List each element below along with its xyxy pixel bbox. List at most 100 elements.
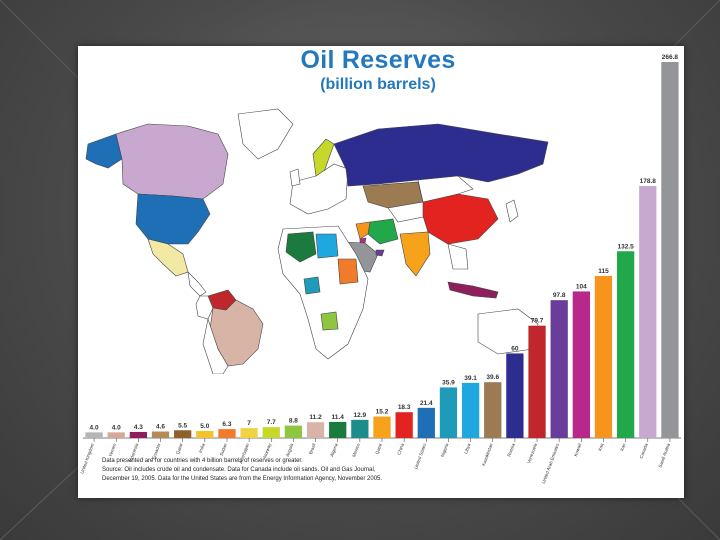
x-tick-label-21: United Arab Emirates xyxy=(541,442,560,484)
map-uk xyxy=(289,168,301,187)
chart-note-1: Data presented are for countries with 4 … xyxy=(102,458,303,464)
x-tick-label-22: Kuwait xyxy=(573,442,583,457)
bar-value-label-9: 8.8 xyxy=(289,418,298,425)
bar-value-label-6: 6.3 xyxy=(222,421,231,428)
bar-value-label-1: 4.0 xyxy=(112,424,121,431)
bar-value-label-2: 4.3 xyxy=(134,424,143,431)
bar-value-label-17: 39.1 xyxy=(464,375,477,382)
map-argentina xyxy=(202,317,229,374)
bar-value-label-22: 104 xyxy=(576,283,587,290)
x-tick-label-11: Algeria xyxy=(329,442,339,457)
bar-3 xyxy=(151,431,170,438)
x-tick-label-2: Indonesia xyxy=(128,442,140,463)
bar-12 xyxy=(351,419,369,438)
map-se-asia xyxy=(447,243,469,270)
x-tick-label-8: Norway xyxy=(262,442,272,459)
bar-23 xyxy=(594,275,613,438)
bar-value-label-0: 4.0 xyxy=(90,424,99,431)
map-norway xyxy=(312,138,335,177)
bar-20 xyxy=(528,325,546,438)
bar-26 xyxy=(661,62,679,438)
bar-value-label-10: 11.2 xyxy=(309,414,322,421)
map-japan xyxy=(505,199,519,223)
chart-subtitle: (billion barrels) xyxy=(320,76,436,93)
map-russia xyxy=(333,123,549,187)
map-algeria xyxy=(285,231,317,263)
bar-value-label-16: 35.9 xyxy=(442,379,455,386)
map-europe xyxy=(289,163,349,215)
x-tick-label-5: India xyxy=(198,442,206,453)
bar-14 xyxy=(395,412,413,438)
map-central-america xyxy=(187,271,207,297)
bar-value-label-18: 39.6 xyxy=(486,374,499,381)
x-tick-label-9: Angola xyxy=(285,442,295,457)
map-libya xyxy=(315,233,339,259)
bar-6 xyxy=(218,429,236,438)
x-tick-label-16: Nigeria xyxy=(440,442,450,458)
bar-value-label-13: 15.2 xyxy=(376,409,389,416)
map-iraq xyxy=(355,221,371,240)
x-tick-label-25: Canada xyxy=(639,442,649,459)
bar-19 xyxy=(506,353,524,438)
bar-15 xyxy=(417,407,435,438)
map-mexico xyxy=(147,238,189,277)
bar-16 xyxy=(439,387,458,438)
bar-value-label-26: 266.8 xyxy=(662,54,679,61)
bar-value-label-19: 60 xyxy=(511,345,519,352)
bar-24 xyxy=(616,251,635,438)
x-tick-label-10: Brazil xyxy=(308,443,317,455)
x-tick-label-3: Ecuador xyxy=(151,442,162,460)
map-mongolia xyxy=(417,175,474,203)
map-usa xyxy=(135,193,211,245)
bar-value-label-11: 11.4 xyxy=(332,414,345,421)
x-tick-label-20: Venezuela xyxy=(526,442,538,464)
bar-value-label-20: 79.7 xyxy=(531,318,544,325)
bar-25 xyxy=(639,186,657,438)
chart-note-2: Source: Oil includes crude oil and conde… xyxy=(102,467,376,473)
x-tick-label-15: United States xyxy=(413,442,427,470)
bar-value-label-24: 132.5 xyxy=(617,243,634,250)
bar-value-label-23: 115 xyxy=(598,268,609,275)
x-tick-label-6: Sudan xyxy=(219,442,228,456)
bar-11 xyxy=(329,421,347,438)
x-tick-label-4: Qatar xyxy=(175,442,184,455)
x-tick-label-1: Yemen xyxy=(108,442,118,457)
map-angola xyxy=(320,311,339,331)
map-china xyxy=(422,193,499,245)
world-map xyxy=(85,108,549,374)
x-tick-label-17: Libya xyxy=(463,442,472,454)
bar-0 xyxy=(85,432,103,438)
bar-18 xyxy=(484,382,502,438)
bar-value-label-8: 7.7 xyxy=(267,419,276,426)
bar-4 xyxy=(174,430,192,438)
bar-21 xyxy=(550,300,568,438)
x-tick-label-13: Qatar xyxy=(374,442,383,455)
bar-1 xyxy=(107,432,125,438)
bar-2 xyxy=(129,431,148,438)
bar-13 xyxy=(373,416,391,438)
x-tick-label-14: China xyxy=(396,442,405,455)
map-greenland xyxy=(237,108,294,160)
bar-value-label-15: 21.4 xyxy=(420,400,433,407)
chart-title: Oil Reserves xyxy=(300,46,456,74)
bar-value-label-25: 178.8 xyxy=(640,178,657,185)
map-nigeria xyxy=(303,276,321,295)
x-tick-label-0: United Kingdom xyxy=(79,442,95,474)
bar-value-label-14: 18.3 xyxy=(398,404,411,411)
bar-7 xyxy=(240,428,258,438)
x-tick-label-19: Russia xyxy=(506,442,516,457)
bar-17 xyxy=(461,382,480,438)
map-uae xyxy=(375,249,385,257)
map-indonesia xyxy=(447,281,499,299)
x-tick-label-12: Mexico xyxy=(351,442,361,458)
bar-5 xyxy=(196,430,214,438)
x-tick-label-26: Saudi Arabia xyxy=(657,442,671,468)
map-india xyxy=(399,231,431,277)
bar-8 xyxy=(262,427,280,438)
chart-note-3: December 19, 2005. Data for the United S… xyxy=(102,476,383,482)
map-canada xyxy=(115,123,229,200)
slide-canvas: Oil Reserves (billion barrels) 4.0 United… xyxy=(78,46,684,498)
bar-10 xyxy=(306,422,325,438)
bar-value-label-12: 12.9 xyxy=(354,412,367,419)
bar-value-label-21: 97.8 xyxy=(553,292,566,299)
